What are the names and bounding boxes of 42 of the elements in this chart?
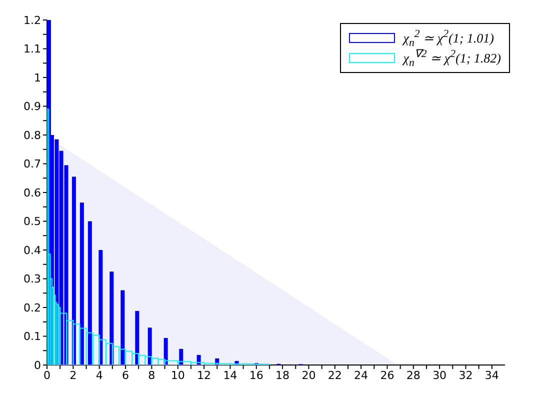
y-tick-label: 0.4	[24, 244, 41, 257]
bar	[120, 290, 125, 365]
x-tick-label: 0	[44, 368, 50, 382]
x-tick-label: 10	[170, 368, 185, 382]
bar	[110, 272, 114, 365]
y-tick-label: 1.1	[24, 42, 41, 56]
y-tick-label: 0	[34, 358, 41, 372]
x-tick-label: 2	[70, 368, 77, 382]
bar	[80, 202, 84, 365]
bar	[72, 176, 76, 365]
y-tick-label: 0.8	[24, 128, 41, 142]
x-tick-label: 28	[406, 368, 420, 382]
x-tick-label: 18	[276, 368, 290, 382]
x-tick-label: 24	[354, 368, 368, 382]
x-tick-label: 8	[148, 368, 156, 382]
y-tick-label: 1.2	[24, 14, 41, 27]
bar	[179, 348, 184, 365]
bar	[98, 250, 103, 365]
bar	[164, 338, 168, 365]
y-tick-label: 0.3	[24, 272, 41, 286]
x-tick-label: 32	[458, 368, 473, 382]
legend-label: χ$_{n}$$^{∇2}$ ≃ χ$^{2}$(1; 1.82)	[403, 47, 501, 69]
bar	[88, 221, 92, 365]
bar	[135, 310, 140, 365]
y-tick-label: 0.1	[24, 330, 41, 344]
y-tick-label: 1	[34, 71, 41, 84]
y-tick-label: 0.9	[24, 100, 41, 114]
x-tick-label: 12	[197, 368, 212, 382]
y-tick-label: 0.2	[24, 301, 41, 314]
x-tick-label: 20	[302, 368, 316, 382]
x-tick-label: 34	[484, 368, 499, 382]
x-tick-label: 26	[380, 368, 394, 382]
x-tick-label: 16	[249, 368, 264, 382]
x-tick-label: 22	[328, 368, 342, 382]
x-tick-label: 14	[223, 368, 238, 382]
x-tick-label: 4	[96, 368, 103, 382]
x-tick-label: 6	[122, 368, 130, 382]
x-tick-label: 30	[432, 368, 447, 382]
legend-label: χ$_{n}$$^{2}$ ≃ χ$^{2}$(1; 1.01)	[403, 28, 494, 48]
y-tick-label: 0.6	[24, 186, 41, 200]
y-tick-label: 0.5	[24, 215, 41, 228]
y-tick-label: 0.7	[24, 158, 41, 171]
